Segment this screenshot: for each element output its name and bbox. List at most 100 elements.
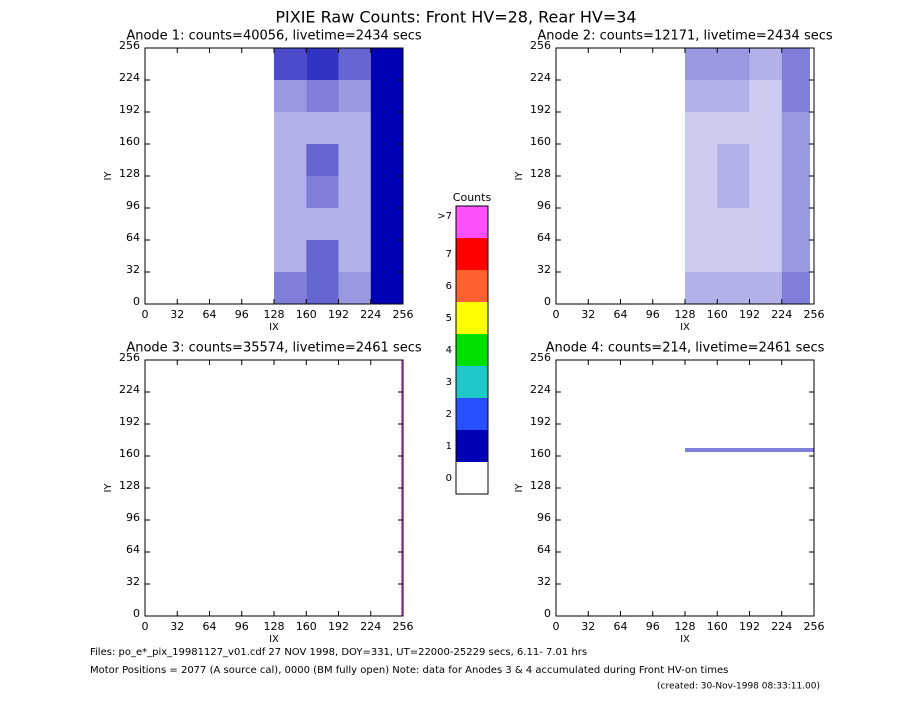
y-tick-label: 0	[544, 607, 551, 620]
x-tick-label: 32	[170, 308, 184, 321]
x-tick-label: 256	[393, 620, 414, 633]
heatmap-cell	[749, 80, 782, 112]
x-axis-label: IX	[680, 634, 690, 645]
y-tick-label: 0	[133, 295, 140, 308]
y-tick-label: 128	[119, 479, 140, 492]
y-tick-label: 0	[544, 295, 551, 308]
heatmap-cell	[370, 112, 403, 144]
x-axis-label: IX	[680, 322, 690, 333]
y-tick-label: 192	[119, 103, 140, 116]
x-tick-label: 0	[142, 620, 149, 633]
heatmap-cell	[749, 48, 782, 80]
y-axis-label: IY	[103, 171, 114, 181]
y-tick-label: 128	[530, 167, 551, 180]
heatmap-cell	[338, 176, 371, 208]
y-tick-label: 32	[537, 263, 551, 276]
heatmap-cell	[370, 176, 403, 208]
heatmap-cell	[370, 272, 403, 304]
colorbar-label: 2	[446, 409, 452, 420]
colorbar-label: >7	[437, 211, 452, 222]
y-tick-label: 128	[530, 479, 551, 492]
colorbar-title: Counts	[453, 191, 492, 204]
x-tick-label: 224	[771, 620, 792, 633]
colorbar-swatch	[456, 270, 488, 302]
x-tick-label: 32	[581, 308, 595, 321]
heatmap-cell	[306, 48, 339, 80]
x-tick-label: 128	[264, 308, 285, 321]
x-tick-label: 224	[360, 620, 381, 633]
y-tick-label: 192	[119, 415, 140, 428]
y-tick-label: 160	[119, 135, 140, 148]
colorbar-swatch	[456, 302, 488, 334]
heatmap-cell	[274, 48, 307, 80]
plot-frame	[555, 359, 815, 617]
heatmap-cell	[370, 208, 403, 240]
heatmap-cell	[781, 240, 810, 272]
heatmap-cell	[781, 272, 810, 304]
y-tick-label: 224	[530, 383, 551, 396]
colorbar-label: 1	[446, 441, 452, 452]
x-tick-label: 192	[739, 308, 760, 321]
heatmap-cell	[685, 80, 718, 112]
colorbar-swatch	[456, 398, 488, 430]
heatmap-cell	[274, 176, 307, 208]
y-tick-label: 64	[537, 231, 551, 244]
footer-line: (created: 30-Nov-1998 08:33:11.00)	[657, 682, 820, 692]
heatmap-cell	[749, 112, 782, 144]
colorbar-swatch	[456, 462, 488, 494]
y-tick-label: 0	[133, 607, 140, 620]
heatmap-cell	[717, 48, 750, 80]
panel-title: Anode 3: counts=35574, livetime=2461 sec…	[126, 341, 422, 356]
heatmap-cell	[781, 80, 810, 112]
y-tick-label: 256	[119, 351, 140, 364]
y-tick-label: 256	[530, 351, 551, 364]
colorbar-label: 3	[446, 377, 452, 388]
heatmap-cell	[717, 240, 750, 272]
x-tick-label: 256	[393, 308, 414, 321]
x-tick-label: 0	[142, 308, 149, 321]
y-tick-label: 256	[119, 39, 140, 52]
x-tick-label: 0	[553, 308, 560, 321]
y-tick-label: 32	[126, 263, 140, 276]
heatmap-cell	[685, 272, 718, 304]
heatmap-cell	[306, 112, 339, 144]
chart-title: PIXIE Raw Counts: Front HV=28, Rear HV=3…	[275, 8, 636, 27]
x-tick-label: 96	[646, 620, 660, 633]
heatmap-cell	[306, 144, 339, 176]
x-tick-label: 128	[675, 308, 696, 321]
x-tick-label: 32	[581, 620, 595, 633]
footer-line: Files: po_e*_pix_19981127_v01.cdf 27 NOV…	[90, 647, 587, 658]
colorbar-swatch	[456, 206, 488, 238]
panel-title: Anode 2: counts=12171, livetime=2434 sec…	[537, 29, 833, 44]
y-tick-label: 256	[530, 39, 551, 52]
y-tick-label: 96	[537, 199, 551, 212]
heatmap-cell	[685, 208, 718, 240]
y-tick-label: 32	[537, 575, 551, 588]
x-tick-label: 256	[804, 620, 825, 633]
y-tick-label: 64	[126, 543, 140, 556]
x-tick-label: 224	[360, 308, 381, 321]
heatmap-cell	[274, 80, 307, 112]
x-tick-label: 128	[264, 620, 285, 633]
heatmap-cell	[306, 176, 339, 208]
x-tick-label: 96	[235, 308, 249, 321]
colorbar-label: 4	[446, 345, 452, 356]
x-tick-label: 96	[646, 308, 660, 321]
y-tick-label: 224	[119, 383, 140, 396]
heatmap-cell	[717, 272, 750, 304]
heatmap-cell	[685, 112, 718, 144]
heatmap-cell	[717, 176, 750, 208]
footer-line: Motor Positions = 2077 (A source cal), 0…	[90, 665, 728, 676]
heatmap-cell	[749, 240, 782, 272]
heatmap-cell	[370, 144, 403, 176]
heatmap-cell	[370, 80, 403, 112]
x-tick-label: 160	[707, 620, 728, 633]
heatmap-cell	[370, 48, 403, 80]
x-tick-label: 0	[553, 620, 560, 633]
heatmap-cell	[781, 112, 810, 144]
y-axis-label: IY	[514, 483, 525, 493]
colorbar-label: 7	[446, 249, 452, 260]
y-axis-label: IY	[103, 483, 114, 493]
y-tick-label: 224	[530, 71, 551, 84]
colorbar-swatch	[456, 430, 488, 462]
